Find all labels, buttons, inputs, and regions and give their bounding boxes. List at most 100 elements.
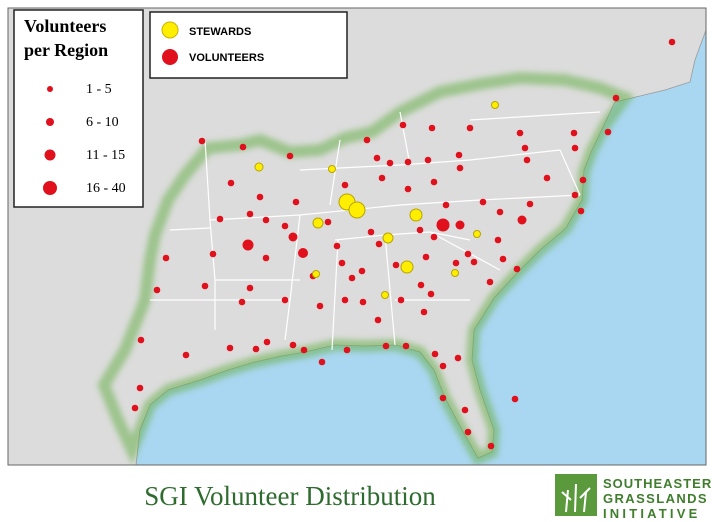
volunteer-dot [343, 346, 351, 354]
legend-dot [43, 181, 57, 195]
volunteer-dot [442, 201, 450, 209]
volunteer-dot [499, 255, 507, 263]
legend-label: 11 - 15 [86, 148, 125, 163]
volunteer-dot [431, 350, 439, 358]
state-lines [150, 111, 601, 351]
volunteer-dot [374, 316, 382, 324]
volunteer-dot [378, 174, 386, 182]
volunteer-dot [382, 342, 390, 350]
volunteer-dot [668, 38, 676, 46]
volunteer-dot [427, 290, 435, 298]
steward-dot [473, 230, 481, 238]
steward-dot [491, 101, 499, 109]
volunteer-dot [422, 253, 430, 261]
volunteer-dot [316, 302, 324, 310]
volunteer-dot [517, 215, 527, 225]
volunteer-dot [182, 351, 190, 359]
volunteer-dot [239, 143, 247, 151]
legend-label: 16 - 40 [86, 181, 126, 196]
volunteer-dot [318, 358, 326, 366]
logo: SOUTHEASTERN GRASSLANDS INITIATIVE [555, 474, 712, 521]
volunteer-dot [470, 258, 478, 266]
steward-dot [312, 217, 324, 229]
volunteer-dot [252, 345, 260, 353]
legend-box [149, 11, 348, 79]
volunteer-dot [300, 346, 308, 354]
legend-dot [161, 21, 179, 39]
volunteer-dot [461, 406, 469, 414]
volunteer-dot [246, 284, 254, 292]
volunteer-dot [226, 344, 234, 352]
size-legend: Volunteers per Region 1 - 5 6 - 10 11 - … [13, 9, 144, 208]
volunteer-dot [288, 232, 298, 242]
volunteer-dot [209, 250, 217, 258]
legend-label: 1 - 5 [86, 82, 112, 97]
volunteer-dot [341, 296, 349, 304]
volunteer-dot [464, 428, 472, 436]
volunteer-dot [256, 193, 264, 201]
volunteer-dot [416, 226, 424, 234]
volunteer-dot [198, 137, 206, 145]
volunteer-dot [367, 228, 375, 236]
volunteer-dot [516, 129, 524, 137]
type-legend: STEWARDS VOLUNTEERS [149, 11, 348, 79]
steward-dot [451, 269, 459, 277]
volunteer-dot [439, 362, 447, 370]
volunteer-dot [338, 259, 346, 267]
volunteer-dot [454, 354, 462, 362]
volunteer-dot [526, 200, 534, 208]
legend-title: Volunteers [24, 16, 106, 36]
volunteer-dot [486, 278, 494, 286]
legend-dot [46, 118, 54, 126]
volunteer-dot [348, 274, 356, 282]
region-glow [97, 71, 635, 465]
volunteer-dot [496, 208, 504, 216]
volunteer-dot [417, 281, 425, 289]
volunteer-dot [227, 179, 235, 187]
volunteer-dot [298, 248, 308, 258]
steward-dot [409, 208, 423, 222]
legend-dot [162, 49, 178, 65]
volunteer-dot [286, 152, 294, 160]
volunteer-dot [436, 218, 450, 232]
volunteer-dot [201, 282, 209, 290]
volunteer-dot [511, 395, 519, 403]
volunteer-dot [487, 442, 495, 450]
volunteer-dot [521, 144, 529, 152]
logo-plant [561, 483, 591, 513]
legend-dot [47, 86, 53, 92]
volunteer-dot [464, 250, 472, 258]
steward-dot [381, 291, 389, 299]
volunteer-dot [430, 178, 438, 186]
volunteer-dot [612, 94, 620, 102]
page-title: SGI Volunteer Distribution [144, 481, 436, 511]
steward-dot [400, 260, 414, 274]
legend-label: 6 - 10 [86, 115, 119, 130]
volunteer-dot [456, 164, 464, 172]
volunteer-dot [604, 128, 612, 136]
volunteer-dot [153, 286, 161, 294]
dots [131, 38, 676, 450]
volunteer-dot [399, 121, 407, 129]
volunteer-dot [292, 198, 300, 206]
legend-label: STEWARDS [189, 26, 251, 38]
volunteer-dot [363, 136, 371, 144]
volunteer-dot [543, 174, 551, 182]
legend-box [13, 9, 144, 208]
legend-dot [44, 149, 56, 161]
volunteer-dot [402, 342, 410, 350]
volunteer-dot [359, 298, 367, 306]
legend-title: per Region [24, 40, 108, 60]
volunteer-dot [333, 242, 341, 250]
logo-text: GRASSLANDS [603, 491, 708, 506]
volunteer-dot [523, 156, 531, 164]
volunteer-dot [263, 338, 271, 346]
volunteer-dot [494, 236, 502, 244]
volunteer-dot [242, 239, 254, 251]
volunteer-dot [430, 233, 438, 241]
volunteer-dot [324, 218, 332, 226]
volunteer-dot [404, 185, 412, 193]
steward-dot [328, 165, 336, 173]
volunteer-dot [404, 158, 412, 166]
